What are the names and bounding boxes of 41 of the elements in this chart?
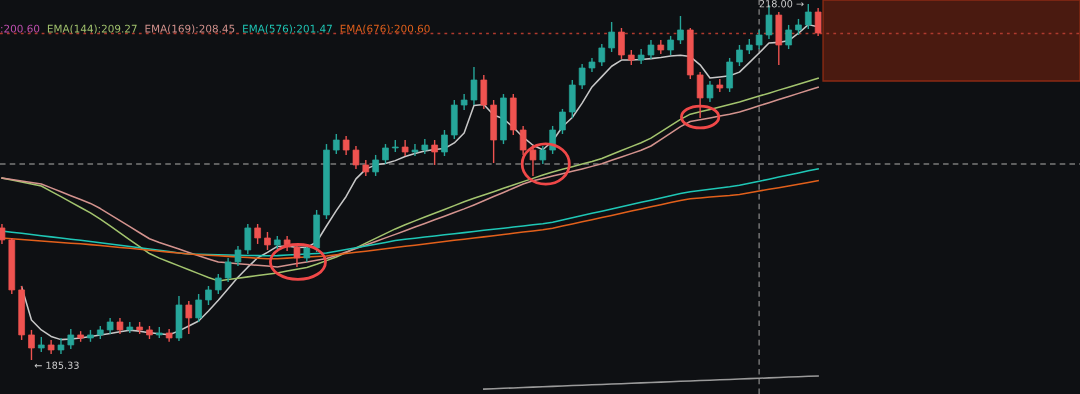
candlestick	[195, 293, 202, 323]
text: EMA(676):200.60	[340, 24, 430, 34]
candlestick	[608, 21, 615, 53]
candlestick	[441, 129, 448, 157]
candlestick	[372, 154, 379, 177]
candlestick	[0, 223, 6, 245]
candlestick	[185, 300, 193, 335]
candlestick	[805, 3, 812, 30]
candlestick	[677, 15, 684, 45]
candlestick	[706, 80, 714, 103]
text: EMA(169):208.45	[145, 24, 235, 34]
candlestick	[342, 135, 350, 156]
candlestick	[215, 273, 222, 295]
candlestick	[647, 39, 655, 60]
candlestick	[431, 139, 438, 166]
candlestick	[618, 27, 625, 60]
candlestick	[28, 329, 35, 361]
text: EMA(576):201.47	[243, 24, 332, 34]
text: EMA(144):209.27	[47, 24, 137, 34]
annotation: 218.00 →	[759, 0, 804, 8]
candlestick	[755, 29, 763, 50]
candlestick	[234, 245, 242, 267]
candlestick	[352, 145, 360, 170]
candlestick	[411, 143, 419, 157]
candlestick	[382, 143, 389, 165]
candlestick	[224, 257, 232, 283]
candlestick	[736, 44, 743, 67]
candlestick	[667, 35, 674, 56]
candlestick	[785, 24, 792, 50]
candlestick	[254, 223, 261, 245]
candlestick	[67, 328, 75, 350]
candlestick	[559, 108, 566, 135]
candlestick	[598, 43, 606, 67]
annotation: :200.60	[1, 24, 40, 33]
candlestick	[470, 66, 478, 106]
candlestick	[814, 7, 822, 37]
annotation: ← 185.33	[34, 361, 79, 369]
candlestick	[205, 285, 212, 306]
candlestick	[578, 63, 586, 90]
candlestick	[244, 223, 252, 255]
candlestick	[333, 133, 340, 155]
